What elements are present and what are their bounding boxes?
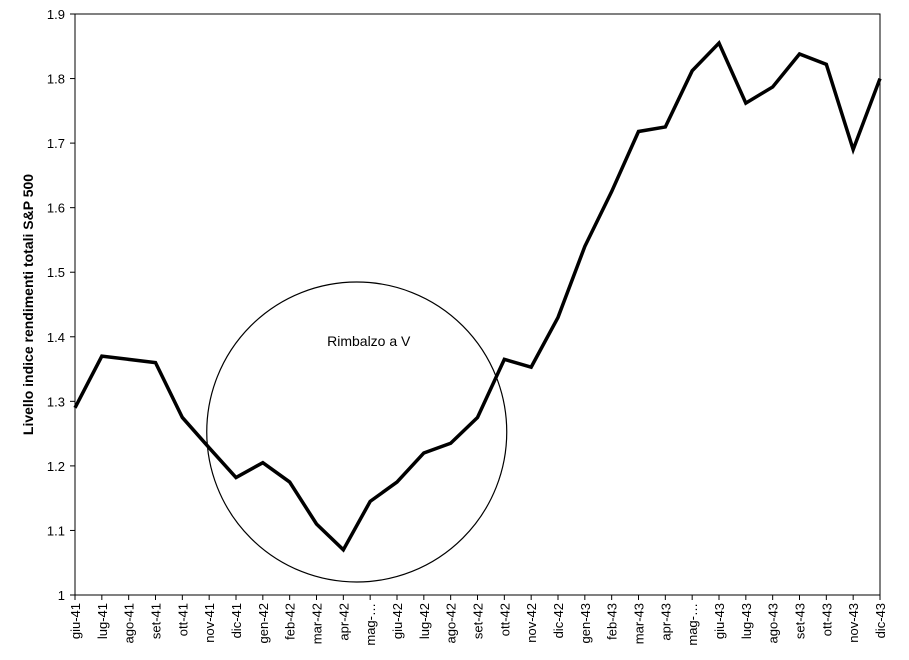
- x-axis-ticks: giu-41 lug-41 ago-41 set-41 ott-41 nov-41 dic-…: [68, 595, 888, 646]
- x-tick-label: giu-41: [68, 603, 83, 639]
- y-tick-label: 1: [58, 588, 65, 603]
- x-tick-label: dic-41: [229, 603, 244, 638]
- x-tick-label: ago-42: [444, 603, 459, 643]
- series-line: [73, 39, 882, 553]
- series-group: [73, 39, 882, 553]
- y-axis-ticks: 1 1.1 1.2 1.3 1.4 1.5 1.6 1.7 1.8 1.9: [47, 7, 75, 603]
- x-tick-label: mag-…: [685, 603, 700, 646]
- y-tick-label: 1.2: [47, 459, 65, 474]
- y-axis-title: Livello indice rendimenti totali S&P 500: [20, 174, 36, 435]
- x-tick-label: dic-43: [873, 603, 888, 638]
- x-tick-label: ott-42: [497, 603, 512, 636]
- y-tick-label: 1.7: [47, 136, 65, 151]
- x-tick-label: mag-…: [363, 603, 378, 646]
- y-tick-label: 1.3: [47, 394, 65, 409]
- x-tick-label: ago-41: [122, 603, 137, 643]
- x-tick-label: lug-41: [95, 603, 110, 639]
- annotation-label: Rimbalzo a V: [327, 333, 411, 349]
- x-tick-label: gen-42: [256, 603, 271, 643]
- x-tick-label: apr-43: [658, 603, 673, 641]
- y-tick-label: 1.5: [47, 265, 65, 280]
- annotation: Rimbalzo a V: [206, 281, 508, 583]
- x-tick-label: giu-42: [390, 603, 405, 639]
- annotation-circle: [206, 281, 508, 583]
- y-tick-label: 1.6: [47, 201, 65, 216]
- x-tick-label: apr-42: [336, 603, 351, 641]
- x-tick-label: ott-43: [819, 603, 834, 636]
- y-tick-label: 1.4: [47, 330, 65, 345]
- x-tick-label: set-41: [149, 603, 164, 639]
- x-tick-label: dic-42: [551, 603, 566, 638]
- x-tick-label: nov-43: [846, 603, 861, 643]
- x-tick-label: feb-42: [283, 603, 298, 640]
- x-tick-label: set-42: [471, 603, 486, 639]
- x-tick-label: set-43: [793, 603, 808, 639]
- x-tick-label: ago-43: [766, 603, 781, 643]
- x-tick-label: lug-42: [417, 603, 432, 639]
- x-tick-label: giu-43: [712, 603, 727, 639]
- x-tick-label: nov-41: [202, 603, 217, 643]
- plot-frame: [74, 13, 881, 596]
- x-tick-label: nov-42: [524, 603, 539, 643]
- x-tick-label: mar-42: [310, 603, 325, 644]
- y-tick-label: 1.9: [47, 7, 65, 22]
- y-tick-label: 1.1: [47, 523, 65, 538]
- x-tick-label: feb-43: [605, 603, 620, 640]
- y-tick-label: 1.8: [47, 72, 65, 87]
- x-tick-label: mar-43: [632, 603, 647, 644]
- x-tick-label: gen-43: [578, 603, 593, 643]
- x-tick-label: lug-43: [739, 603, 754, 639]
- x-tick-label: ott-41: [175, 603, 190, 636]
